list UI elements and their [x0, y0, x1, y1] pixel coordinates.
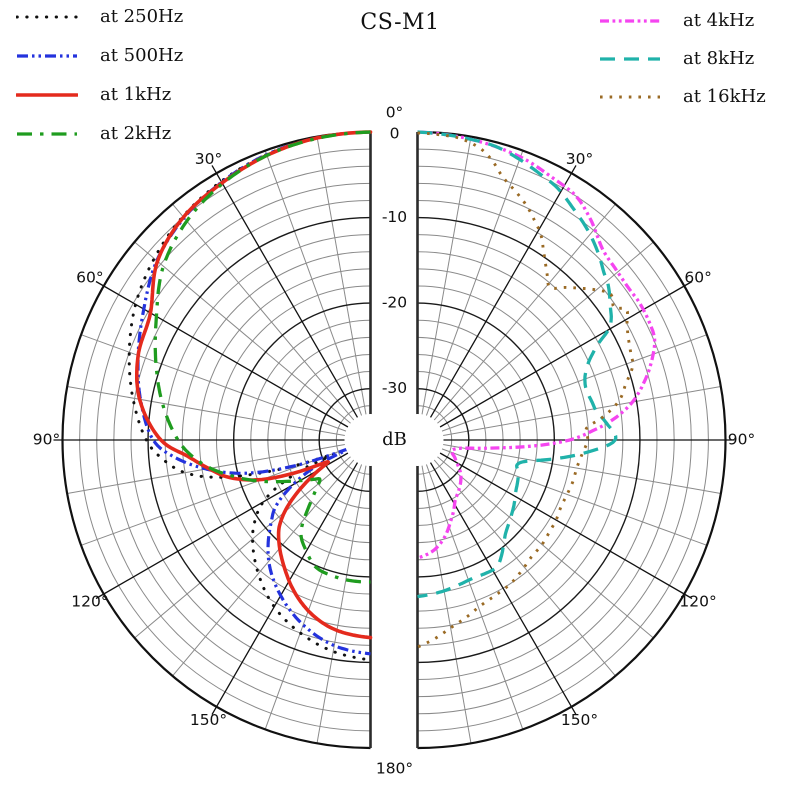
angle-tick-label: 60° — [76, 269, 103, 287]
half-plot-left: 30° 60° 90° 120° 150° — [33, 130, 397, 750]
hub — [344, 414, 397, 466]
legend-item-label: at 8kHz — [683, 48, 755, 69]
angle-label-180: 180° — [376, 760, 413, 778]
curve-at-4kHz — [416, 130, 657, 560]
legend-line-sample — [16, 12, 78, 22]
legend-item: at 4kHz — [599, 8, 766, 33]
angle-tick-label: 30° — [195, 150, 222, 168]
angle-tick-label: 120° — [71, 593, 108, 611]
hub — [391, 414, 444, 466]
curve-at-8kHz — [416, 130, 618, 599]
angle-label-0: 0° — [386, 104, 404, 122]
legend-item-label: at 500Hz — [100, 45, 184, 66]
r-tick-label: -20 — [382, 294, 407, 312]
curve-at-1kHz — [135, 130, 373, 640]
legend-line-sample — [16, 129, 78, 139]
curve-at-250Hz — [127, 130, 372, 662]
legend-item: at 16kHz — [599, 84, 766, 109]
angle-tick-label: 60° — [684, 269, 711, 287]
legend-item: at 500Hz — [16, 43, 183, 68]
legend-item: at 1kHz — [16, 82, 183, 107]
r-tick-label: -30 — [382, 379, 407, 397]
legend-item-label: at 4kHz — [683, 10, 755, 31]
legend-left: at 250Hz at 500Hz at 1kHz at 2kHz — [16, 4, 183, 146]
angle-tick-label: 30° — [566, 150, 593, 168]
angle-tick-label: 150° — [190, 711, 227, 729]
angle-tick-label: 90° — [33, 431, 60, 449]
legend-item-label: at 250Hz — [100, 6, 184, 27]
legend-item: at 8kHz — [599, 46, 766, 71]
r-axis-unit-label: dB — [382, 429, 407, 450]
legend-right: at 4kHz at 8kHz at 16kHz — [599, 8, 766, 109]
legend-item-label: at 2kHz — [100, 123, 172, 144]
legend-line-sample — [16, 90, 78, 100]
legend-item-label: at 1kHz — [100, 84, 172, 105]
legend-item: at 2kHz — [16, 121, 183, 146]
curve-at-16kHz — [417, 131, 635, 649]
chart-title: CS-M1 — [360, 10, 440, 35]
r-tick-label: -10 — [382, 208, 407, 226]
legend-line-sample — [599, 92, 661, 102]
angle-tick-label: 90° — [728, 431, 755, 449]
r-tick-label: 0 — [390, 125, 400, 143]
angle-tick-label: 120° — [679, 593, 716, 611]
legend-line-sample — [599, 16, 661, 26]
legend-line-sample — [599, 54, 661, 64]
legend-item-label: at 16kHz — [683, 86, 766, 107]
legend-line-sample — [16, 51, 78, 61]
legend-item: at 250Hz — [16, 4, 183, 29]
curve-at-2kHz — [153, 130, 372, 584]
half-plot-right: 30° 60° 90° 120° 150° — [391, 130, 755, 750]
angle-tick-label: 150° — [561, 711, 598, 729]
